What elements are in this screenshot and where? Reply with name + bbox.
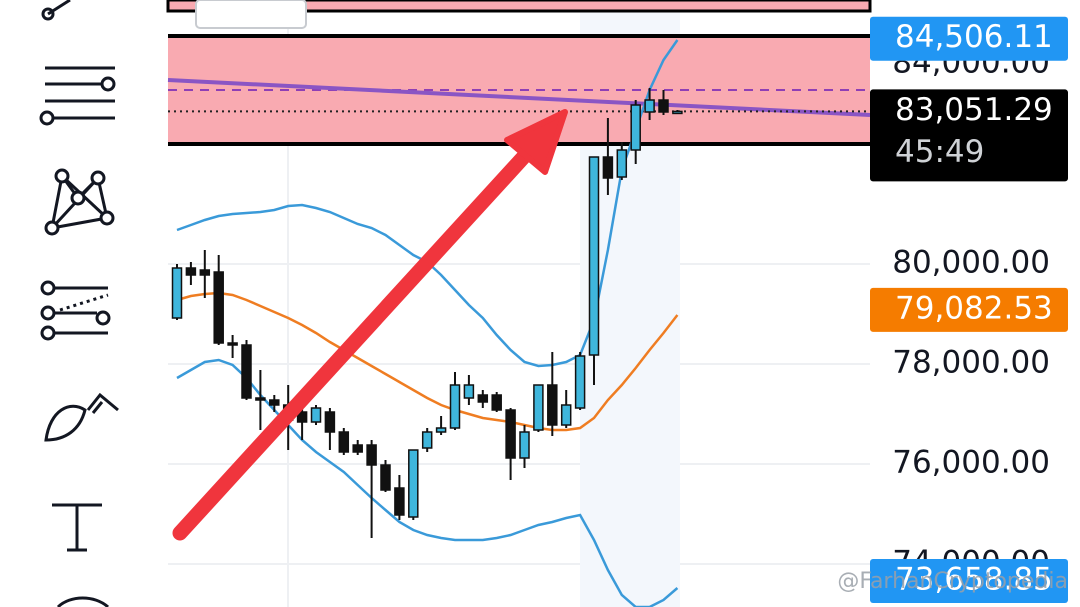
candle-body bbox=[533, 384, 544, 431]
plot-area bbox=[166, 0, 872, 607]
candle-body bbox=[449, 384, 461, 429]
candle-body bbox=[394, 487, 405, 516]
candle-body bbox=[588, 156, 600, 356]
indicator-line bbox=[176, 291, 679, 432]
tool-icon[interactable] bbox=[56, 596, 110, 607]
toolbar bbox=[39, 0, 119, 607]
candle-body bbox=[296, 411, 308, 423]
tool-icon[interactable] bbox=[41, 0, 71, 21]
candle-body bbox=[463, 384, 475, 399]
y-tick-label: 76,000.00 bbox=[892, 445, 1050, 481]
price-axis: 74,000.0076,000.0078,000.0080,000.0084,0… bbox=[870, 16, 1068, 604]
candle-body bbox=[171, 267, 183, 319]
candle-body bbox=[519, 431, 530, 459]
marks bbox=[171, 39, 683, 607]
candle-body bbox=[547, 384, 558, 426]
candle-body bbox=[213, 271, 224, 344]
candle-body bbox=[408, 449, 419, 518]
tool-icon[interactable] bbox=[44, 392, 119, 442]
arrow-shaft bbox=[172, 142, 538, 541]
candle-body bbox=[560, 404, 572, 426]
candle-body bbox=[435, 427, 447, 433]
candle-body bbox=[352, 444, 363, 453]
candle-body bbox=[602, 156, 614, 179]
zone bbox=[166, 0, 872, 13]
candle-body bbox=[241, 344, 252, 399]
tool-icon[interactable] bbox=[52, 503, 102, 552]
candle-body bbox=[672, 110, 683, 115]
tool-icon[interactable] bbox=[39, 66, 116, 126]
tool-icon[interactable] bbox=[44, 168, 115, 236]
price-tag-label: 73,658.85 bbox=[895, 562, 1053, 598]
candle-body bbox=[658, 99, 669, 113]
price-tag bbox=[870, 559, 1068, 604]
candle-body bbox=[616, 149, 628, 178]
y-tick-label: 78,000.00 bbox=[892, 345, 1050, 381]
price-tag-label: 84,506.11 bbox=[895, 19, 1053, 55]
y-tick-label: 80,000.00 bbox=[892, 245, 1050, 281]
candle-body bbox=[380, 464, 391, 491]
candle-body bbox=[324, 411, 336, 433]
candle-body bbox=[491, 394, 502, 411]
candle-body bbox=[199, 269, 211, 276]
candle-body bbox=[310, 407, 322, 423]
candle-body bbox=[630, 104, 641, 151]
price-tag bbox=[870, 16, 1068, 61]
price-tag-timer: 45:49 bbox=[895, 134, 984, 170]
watermark: @FarhanCryptopedia bbox=[837, 569, 1068, 594]
arrow-head bbox=[504, 109, 568, 175]
price-tag-label: 79,082.53 bbox=[895, 290, 1053, 326]
tool-icon[interactable] bbox=[40, 280, 111, 341]
candle-body bbox=[477, 394, 489, 403]
candle-body bbox=[421, 431, 433, 449]
candle-body bbox=[255, 397, 266, 401]
trend-line bbox=[167, 78, 871, 117]
price-tag-label: 83,051.29 bbox=[895, 92, 1053, 128]
price-tag bbox=[870, 287, 1068, 332]
candle-body bbox=[505, 409, 516, 459]
candle-body bbox=[269, 399, 280, 406]
candle-body bbox=[185, 267, 197, 276]
candle-body bbox=[644, 99, 655, 113]
candle-body bbox=[366, 444, 377, 466]
candle-body bbox=[338, 431, 350, 453]
drag-handle[interactable] bbox=[195, 0, 307, 29]
arrow bbox=[172, 109, 568, 541]
candle-body bbox=[227, 342, 238, 346]
candle-body bbox=[574, 355, 586, 409]
price-tag bbox=[870, 89, 1068, 182]
